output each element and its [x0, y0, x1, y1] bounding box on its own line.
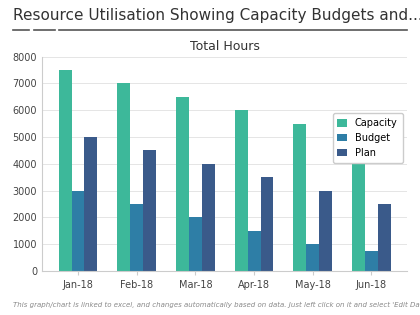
Bar [84, 137, 97, 271]
Bar [319, 191, 332, 271]
Legend: Capacity, Budget, Plan: Capacity, Budget, Plan [333, 113, 402, 163]
Bar [352, 137, 365, 271]
Bar [293, 123, 306, 271]
Title: Total Hours: Total Hours [190, 40, 260, 53]
Bar [143, 151, 156, 271]
Bar [260, 177, 273, 271]
Bar [59, 70, 71, 271]
Bar [176, 97, 189, 271]
Text: Resource Utilisation Showing Capacity Budgets and...: Resource Utilisation Showing Capacity Bu… [13, 8, 420, 23]
Bar [189, 217, 202, 271]
Bar [365, 251, 378, 271]
Bar [247, 231, 260, 271]
Bar [235, 110, 247, 271]
Bar [71, 191, 84, 271]
Bar [306, 244, 319, 271]
Bar [378, 204, 391, 271]
Bar [130, 204, 143, 271]
Bar [202, 164, 215, 271]
Bar [117, 83, 130, 271]
Text: This graph/chart is linked to excel, and changes automatically based on data. Ju: This graph/chart is linked to excel, and… [13, 302, 420, 308]
